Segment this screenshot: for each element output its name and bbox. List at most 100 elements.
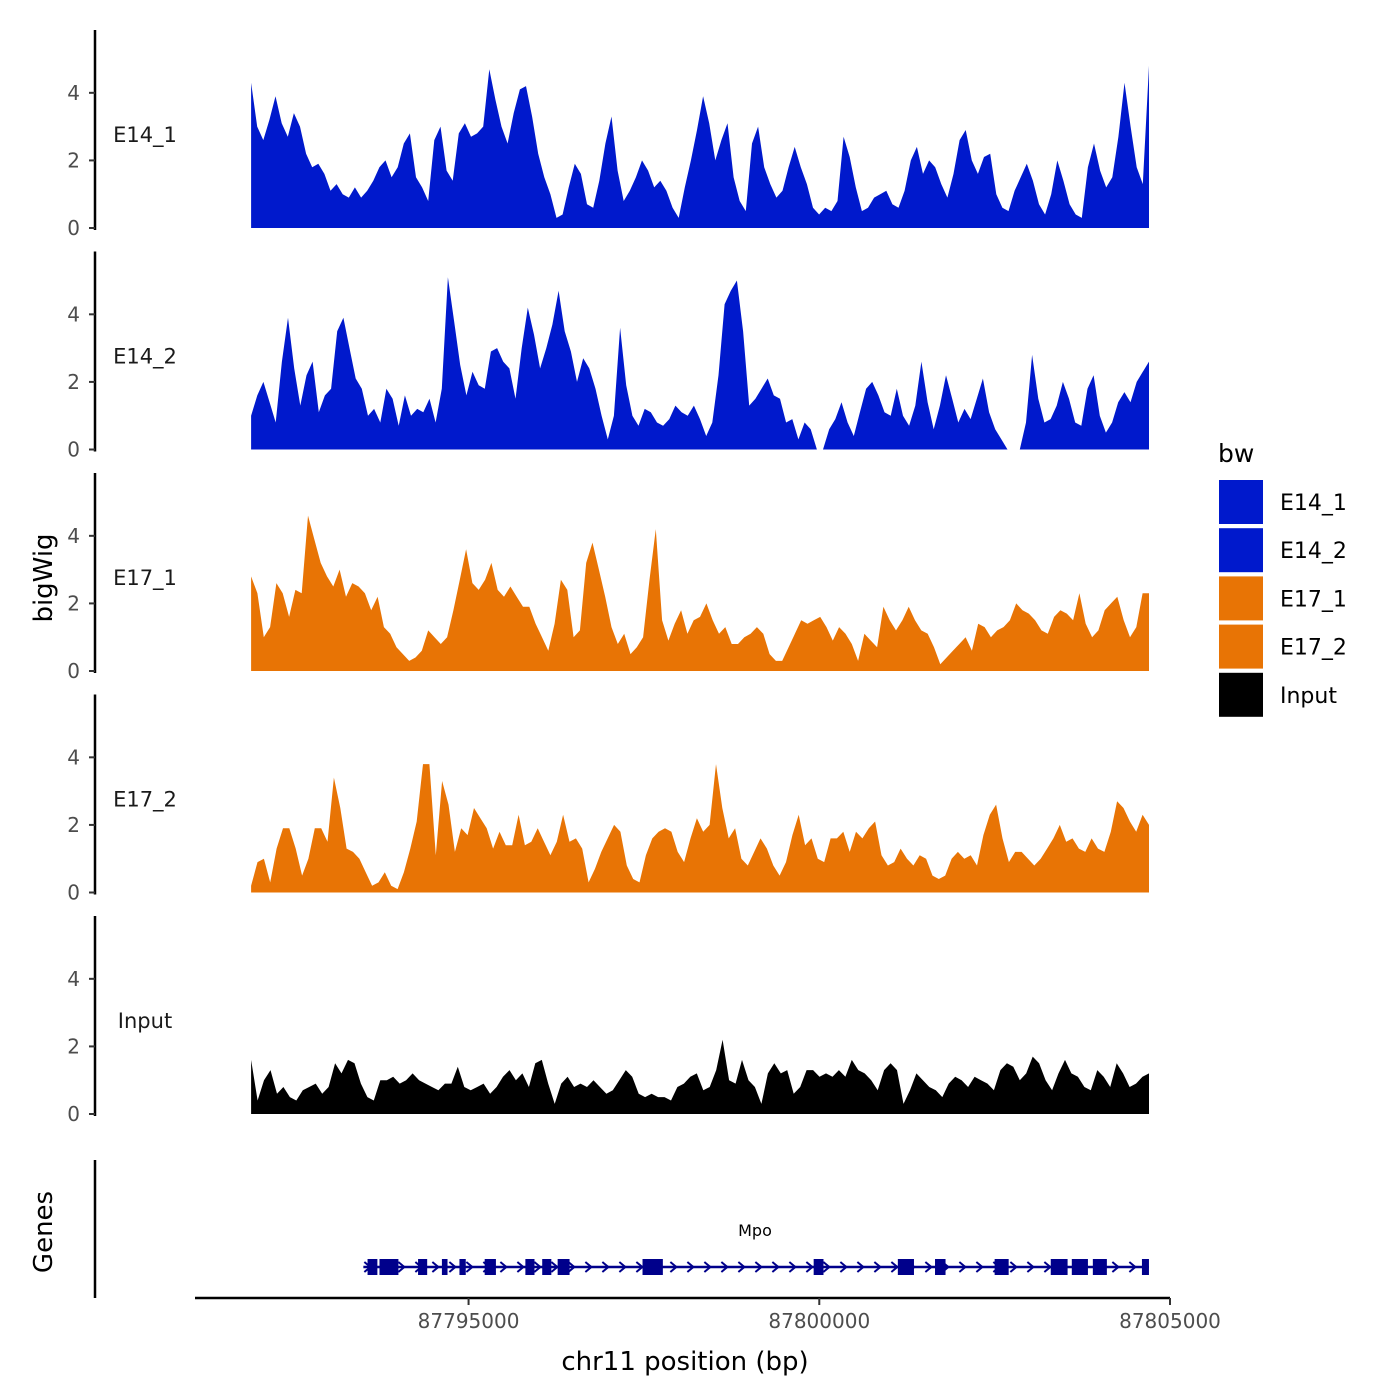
tracks-layer [251, 65, 1150, 1114]
y-tick-label: 2 [67, 813, 80, 837]
track-E17_1 [251, 515, 1150, 671]
legend-swatch [1219, 576, 1263, 621]
y-tick-label: 4 [67, 524, 80, 548]
gene-track: Mpo [363, 1221, 1149, 1275]
axes-layer: 0 2 4 E14_1 0 2 4 E14_2 0 2 4 E17_1 0 2 4 E17_2 0 2 4 Input… [67, 30, 1221, 1333]
strand-arrow [958, 1261, 967, 1273]
exon [897, 1259, 914, 1275]
signal-area-E14_2 [251, 277, 1150, 450]
strand-arrow [975, 1261, 984, 1273]
strand-arrow [465, 1261, 474, 1273]
strand-arrow [873, 1261, 882, 1273]
track-label: E17_1 [113, 566, 177, 591]
strand-arrow [584, 1261, 593, 1273]
strand-arrow [516, 1261, 525, 1273]
exon [1092, 1259, 1107, 1275]
strand-arrow [448, 1261, 457, 1273]
exon [367, 1259, 378, 1275]
legend-swatch [1219, 672, 1263, 717]
strand-arrow [822, 1261, 831, 1273]
y-axis-title: bigWig [29, 533, 59, 622]
legend-label: E14_1 [1280, 491, 1347, 516]
exon [484, 1259, 496, 1275]
strand-arrow [703, 1261, 712, 1273]
exon [379, 1259, 399, 1275]
x-tick-label: 87805000 [1119, 1309, 1221, 1333]
exon [418, 1259, 428, 1275]
exon [994, 1259, 1009, 1275]
y-tick-label: 0 [67, 216, 80, 240]
legend-label: E17_1 [1280, 587, 1347, 612]
strand-arrow [720, 1261, 729, 1273]
exon [441, 1259, 448, 1275]
signal-area-Input [251, 1039, 1150, 1114]
track-label: E14_2 [113, 345, 177, 370]
strand-arrow [754, 1261, 763, 1273]
strand-arrow [1111, 1261, 1120, 1273]
legend-title: bw [1218, 439, 1254, 468]
y-tick-label: 4 [67, 81, 80, 105]
y-tick-label: 2 [67, 591, 80, 615]
x-tick-label: 87795000 [418, 1309, 520, 1333]
y-tick-label: 2 [67, 1034, 80, 1058]
legend-swatch [1219, 480, 1263, 524]
exon [459, 1259, 466, 1275]
exon [642, 1259, 663, 1275]
strand-arrow [533, 1261, 542, 1273]
gene-name-label: Mpo [738, 1221, 772, 1240]
strand-arrow [856, 1261, 865, 1273]
y-tick-label: 4 [67, 967, 80, 991]
strand-arrow [771, 1261, 780, 1273]
strand-arrow [1043, 1261, 1052, 1273]
y-tick-label: 0 [67, 659, 80, 683]
track-E17_2 [251, 764, 1150, 893]
strand-arrow [635, 1261, 644, 1273]
track-E14_2 [251, 277, 1150, 450]
genes-track-title: Genes [29, 1191, 59, 1273]
strand-arrow [567, 1261, 576, 1273]
legend-swatch [1219, 528, 1263, 573]
y-tick-label: 0 [67, 881, 80, 905]
strand-arrow [1026, 1261, 1035, 1273]
strand-arrow [397, 1261, 406, 1273]
exon [1050, 1259, 1068, 1275]
strand-arrow [890, 1261, 899, 1273]
y-tick-label: 4 [67, 302, 80, 326]
strand-arrow [601, 1261, 610, 1273]
strand-arrow [499, 1261, 508, 1273]
strand-arrow [805, 1261, 814, 1273]
track-label: E17_2 [113, 788, 177, 813]
strand-arrow [1009, 1261, 1018, 1273]
strand-arrow [618, 1261, 627, 1273]
strand-arrow [839, 1261, 848, 1273]
strand-arrow [924, 1261, 933, 1273]
legend-label: E17_2 [1280, 636, 1347, 661]
legend: bw E14_1 E14_2 E17_1 E17_2 Input [1218, 439, 1347, 717]
y-tick-label: 2 [67, 370, 80, 394]
x-axis-title: chr11 position (bp) [561, 1347, 808, 1377]
strand-arrow [669, 1261, 678, 1273]
legend-swatch [1219, 624, 1263, 669]
exon [1071, 1259, 1088, 1275]
track-E14_1 [251, 65, 1150, 228]
strand-arrow [1128, 1261, 1137, 1273]
strand-arrow [686, 1261, 695, 1273]
y-tick-label: 0 [67, 1102, 80, 1126]
legend-label: E14_2 [1280, 539, 1347, 564]
exon [1141, 1259, 1149, 1275]
track-label: E14_1 [113, 123, 177, 148]
exon [557, 1259, 570, 1275]
signal-area-E14_1 [251, 65, 1150, 228]
strand-arrow [431, 1261, 440, 1273]
strand-arrow [737, 1261, 746, 1273]
exon [935, 1259, 946, 1275]
exon [813, 1259, 824, 1275]
strand-arrow [550, 1261, 559, 1273]
exon [542, 1259, 552, 1275]
track-Input [251, 1039, 1150, 1114]
signal-area-E17_2 [251, 764, 1150, 893]
track-label: Input [118, 1009, 172, 1033]
y-tick-label: 2 [67, 148, 80, 172]
exon [525, 1259, 535, 1275]
